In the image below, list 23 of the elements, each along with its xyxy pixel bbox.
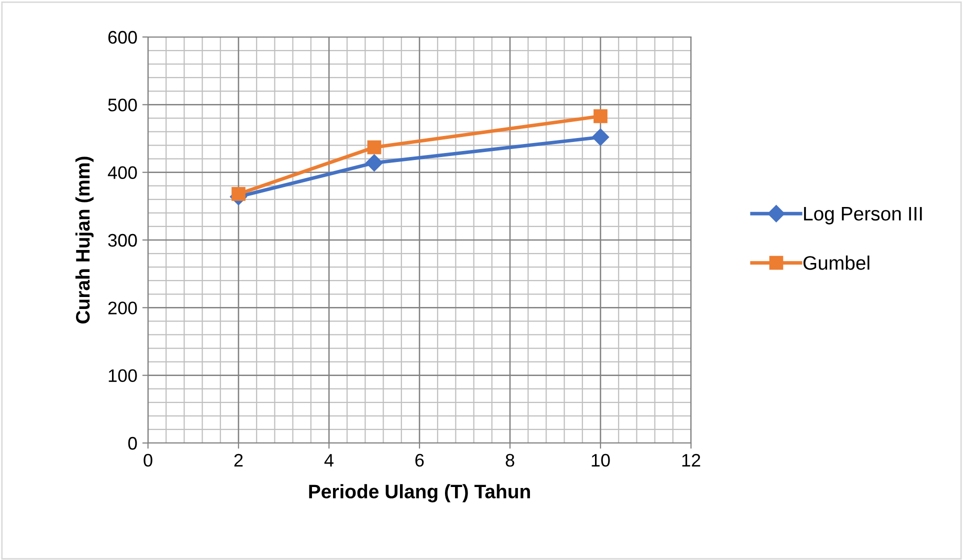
y-tick-label: 600 xyxy=(108,30,137,44)
x-tick-label: 10 xyxy=(592,454,610,467)
y-tick-label: 500 xyxy=(108,98,137,112)
y-tick-label: 100 xyxy=(108,369,137,382)
x-axis-title: Periode Ulang (T) Tahun xyxy=(309,484,530,502)
y-axis-title: Curah Hujan (mm) xyxy=(75,156,94,324)
point xyxy=(594,109,608,124)
legend-label: Log Person III xyxy=(804,207,922,224)
y-tick-label: 300 xyxy=(108,234,137,247)
x-tick-label: 4 xyxy=(324,454,334,466)
x-tick-label: 8 xyxy=(506,454,514,467)
x-tick-label: 2 xyxy=(234,454,243,466)
y-tick-label: 0 xyxy=(128,436,137,450)
x-tick-label: 0 xyxy=(144,454,152,467)
point xyxy=(366,154,383,172)
x-tick-label: 6 xyxy=(415,454,424,467)
legend-label: Gumbel xyxy=(803,256,870,270)
y-tick-label: 400 xyxy=(108,166,137,180)
point xyxy=(592,128,610,146)
point xyxy=(367,140,382,154)
x-tick-label: 12 xyxy=(682,454,700,466)
point xyxy=(232,187,246,201)
y-tick-label: 200 xyxy=(108,302,137,314)
